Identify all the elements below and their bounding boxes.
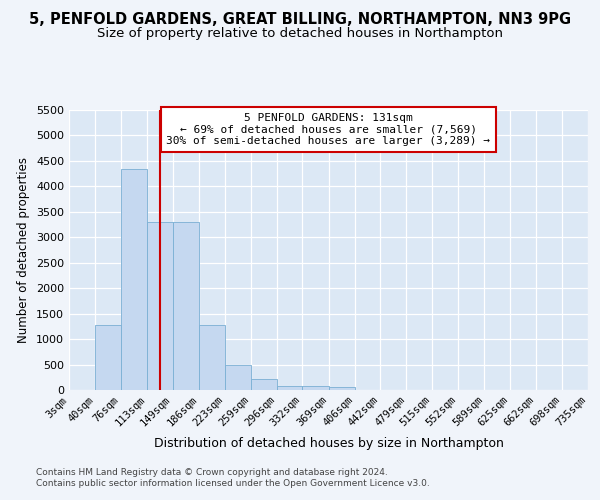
Text: Contains HM Land Registry data © Crown copyright and database right 2024.
Contai: Contains HM Land Registry data © Crown c… <box>36 468 430 487</box>
Bar <box>147 222 173 390</box>
Bar <box>173 222 199 390</box>
Text: 5, PENFOLD GARDENS, GREAT BILLING, NORTHAMPTON, NN3 9PG: 5, PENFOLD GARDENS, GREAT BILLING, NORTH… <box>29 12 571 28</box>
X-axis label: Distribution of detached houses by size in Northampton: Distribution of detached houses by size … <box>154 437 503 450</box>
Bar <box>329 387 355 390</box>
Text: Size of property relative to detached houses in Northampton: Size of property relative to detached ho… <box>97 28 503 40</box>
Bar <box>277 386 302 390</box>
Bar <box>121 168 147 390</box>
Bar <box>199 326 225 390</box>
Y-axis label: Number of detached properties: Number of detached properties <box>17 157 31 343</box>
Bar <box>251 378 277 390</box>
Bar <box>225 365 251 390</box>
Text: 5 PENFOLD GARDENS: 131sqm
← 69% of detached houses are smaller (7,569)
30% of se: 5 PENFOLD GARDENS: 131sqm ← 69% of detac… <box>167 113 491 146</box>
Bar <box>95 326 121 390</box>
Bar <box>302 386 329 390</box>
